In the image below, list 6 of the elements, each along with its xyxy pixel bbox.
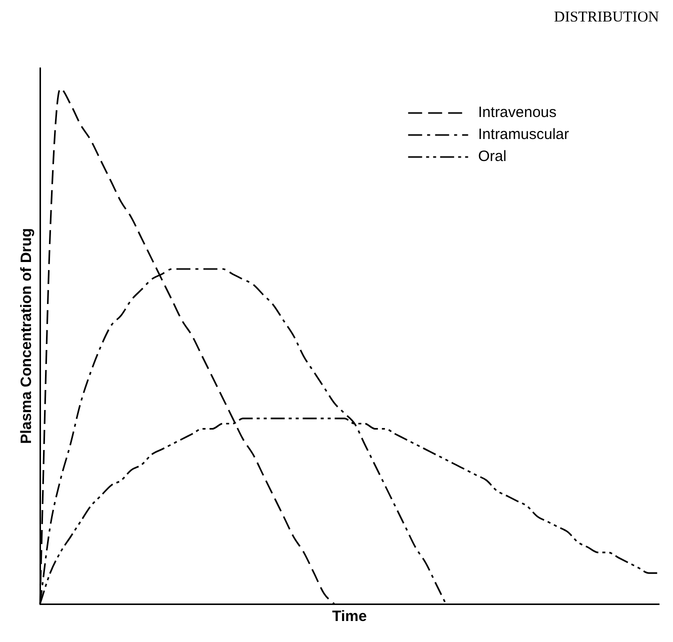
legend-label: Oral <box>478 148 506 166</box>
text: DISTRIBUTION <box>554 9 660 26</box>
y-axis-title: Plasma Concentration of Drug <box>18 228 36 444</box>
legend-label: Intravenous <box>478 104 557 122</box>
legend-label: Intramuscular <box>478 126 570 144</box>
x-axis-title: Time <box>332 608 367 626</box>
